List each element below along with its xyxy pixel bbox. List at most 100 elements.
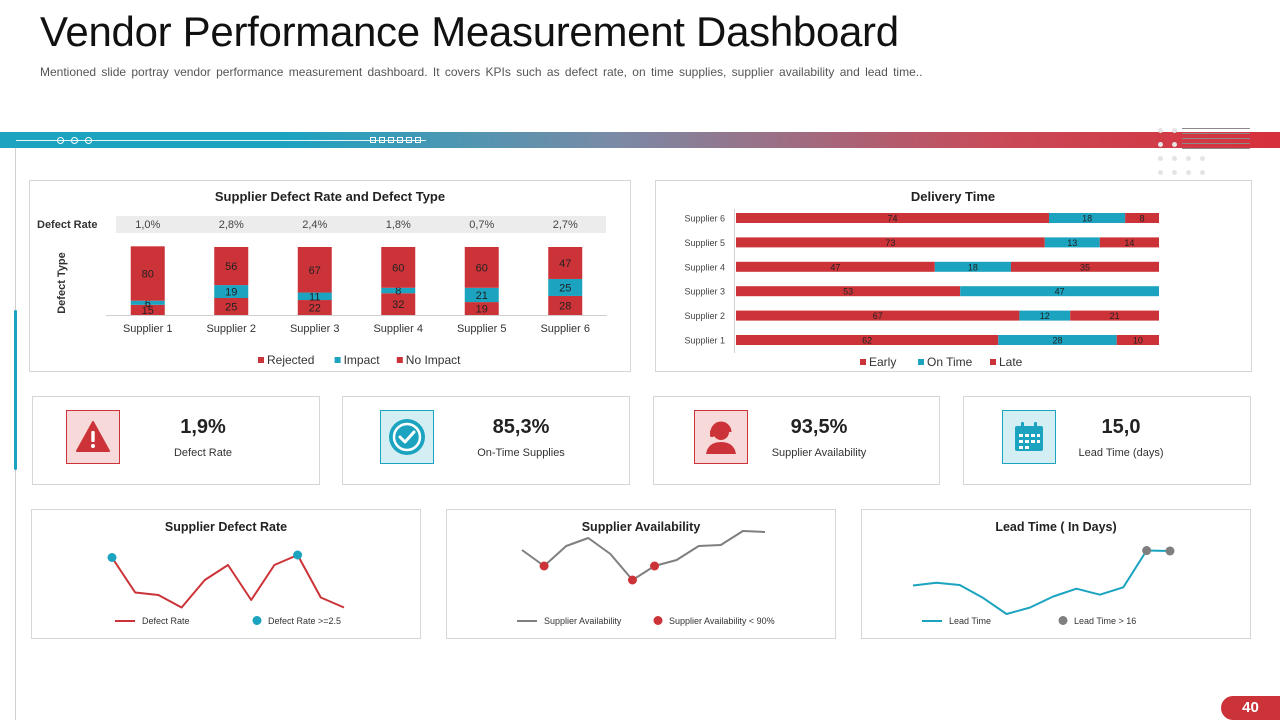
defect-rate-value: 2,8% xyxy=(219,219,244,231)
deco-line xyxy=(1182,143,1250,144)
y-axis-label: Defect Type xyxy=(56,252,68,314)
data-label: 32 xyxy=(392,299,404,311)
data-label: 25 xyxy=(225,302,237,314)
highlight-marker xyxy=(107,553,117,562)
deco-dot xyxy=(1172,156,1177,161)
page-title: Vendor Performance Measurement Dashboard xyxy=(40,8,899,55)
bar-segment xyxy=(214,247,249,286)
chart-title: Supplier Defect Rate and Defect Type xyxy=(215,189,445,204)
bar-segment xyxy=(1125,213,1159,223)
kpi-label: Supplier Availability xyxy=(771,447,867,459)
bar-segment xyxy=(1099,237,1159,248)
bar-segment xyxy=(297,300,332,315)
y-tick-label: Supplier 6 xyxy=(684,214,725,224)
data-label: 74 xyxy=(888,214,898,224)
data-label: 60 xyxy=(476,262,488,274)
data-label: 8 xyxy=(1140,214,1145,224)
data-label: 14 xyxy=(1124,238,1134,248)
chart-title: Supplier Defect Rate xyxy=(165,520,287,534)
bar-segment xyxy=(548,247,583,279)
data-label: 80 xyxy=(142,269,154,281)
bar-segment xyxy=(1070,310,1159,321)
bar-segment xyxy=(736,335,999,345)
legend-label: No Impact xyxy=(406,353,461,367)
legend-label: Rejected xyxy=(267,353,314,367)
data-label: 62 xyxy=(862,336,872,346)
defect-rate-row-bg xyxy=(116,216,606,233)
defect-type-chart: Supplier Defect Rate and Defect Type Defe… xyxy=(37,189,607,367)
highlight-marker xyxy=(650,561,660,571)
legend-label: Late xyxy=(999,355,1023,369)
data-label: 12 xyxy=(1040,311,1050,321)
legend-label: Early xyxy=(869,355,896,369)
kpi-card-lead-time: 15,0 Lead Time (days) xyxy=(963,396,1251,485)
x-tick-label: Supplier 3 xyxy=(290,323,340,335)
bar-segment xyxy=(934,261,1011,272)
kpi-card-defect-rate: 1,9% Defect Rate xyxy=(32,396,320,485)
deco-dot xyxy=(1158,142,1163,147)
data-label: 18 xyxy=(1082,214,1092,224)
highlight-marker xyxy=(1165,546,1175,556)
legend-swatch xyxy=(334,357,341,363)
bar-segment xyxy=(1116,335,1159,345)
support-agent-icon xyxy=(694,410,748,464)
data-label: 18 xyxy=(968,262,978,272)
data-label: 22 xyxy=(309,303,321,315)
bar-segment xyxy=(381,293,416,315)
chart-title: Delivery Time xyxy=(911,189,995,204)
bar-segment xyxy=(214,298,249,315)
deco-dot xyxy=(1158,156,1163,161)
bar-segment xyxy=(736,286,961,297)
band-line xyxy=(16,140,426,141)
bar-segment xyxy=(1019,310,1071,321)
deco-dot xyxy=(1200,170,1205,175)
defect-rate-value: 2,7% xyxy=(553,219,578,231)
bar-segment xyxy=(960,286,1159,297)
x-tick-label: Supplier 6 xyxy=(540,323,590,335)
data-label: 13 xyxy=(1067,238,1077,248)
deco-line xyxy=(1182,128,1250,129)
data-label: 21 xyxy=(476,290,488,302)
bar-segment xyxy=(998,335,1117,345)
defect-type-panel: Supplier Defect Rate and Defect Type Defe… xyxy=(29,180,631,372)
kpi-label: Defect Rate xyxy=(173,447,233,459)
page-number: 40 xyxy=(1221,696,1280,720)
kpi-value: 93,5% xyxy=(790,416,848,438)
defect-rate-value: 1,0% xyxy=(135,219,160,231)
data-label: 53 xyxy=(843,287,853,297)
lead-time-panel: Lead Time ( In Days) Lead Time Lead Time >… xyxy=(861,509,1251,639)
legend-marker-swatch xyxy=(653,616,663,625)
chart-title: Lead Time ( In Days) xyxy=(995,520,1116,534)
data-label: 60 xyxy=(392,262,404,274)
bar-segment xyxy=(214,285,249,298)
bar-segment xyxy=(736,213,1050,223)
deco-line xyxy=(1182,133,1250,134)
bar-segment xyxy=(130,300,165,305)
x-tick-label: Supplier 1 xyxy=(123,323,173,335)
band-square xyxy=(415,137,421,143)
bar-segment xyxy=(381,247,416,288)
legend-swatch xyxy=(918,359,924,365)
data-label: 15 xyxy=(142,305,154,317)
bar-segment xyxy=(1010,261,1159,272)
lead-time-chart: Lead Time ( In Days) Lead Time Lead Time >… xyxy=(912,520,1175,626)
deco-dot xyxy=(1172,142,1177,147)
legend-marker-swatch xyxy=(1058,616,1068,625)
y-tick-label: Supplier 1 xyxy=(684,336,725,346)
data-label: 11 xyxy=(309,291,320,303)
bar-segment xyxy=(1044,237,1100,248)
highlight-marker xyxy=(539,561,549,571)
chart-title: Supplier Availability xyxy=(582,520,701,534)
legend-marker-swatch xyxy=(252,616,262,625)
deco-dot xyxy=(1158,170,1163,175)
kpi-label: On-Time Supplies xyxy=(477,447,565,459)
delivery-time-chart: Delivery Time Supplier 6 74 18 8 Supplier 5 73… xyxy=(684,189,1159,369)
highlight-marker xyxy=(293,550,303,560)
deco-line xyxy=(1182,148,1250,149)
bar-segment xyxy=(130,304,165,315)
kpi-value: 1,9% xyxy=(180,416,226,438)
highlight-marker xyxy=(1142,546,1152,556)
data-label: 6 xyxy=(145,298,151,310)
data-label: 73 xyxy=(885,238,895,248)
data-label: 8 xyxy=(395,286,401,298)
